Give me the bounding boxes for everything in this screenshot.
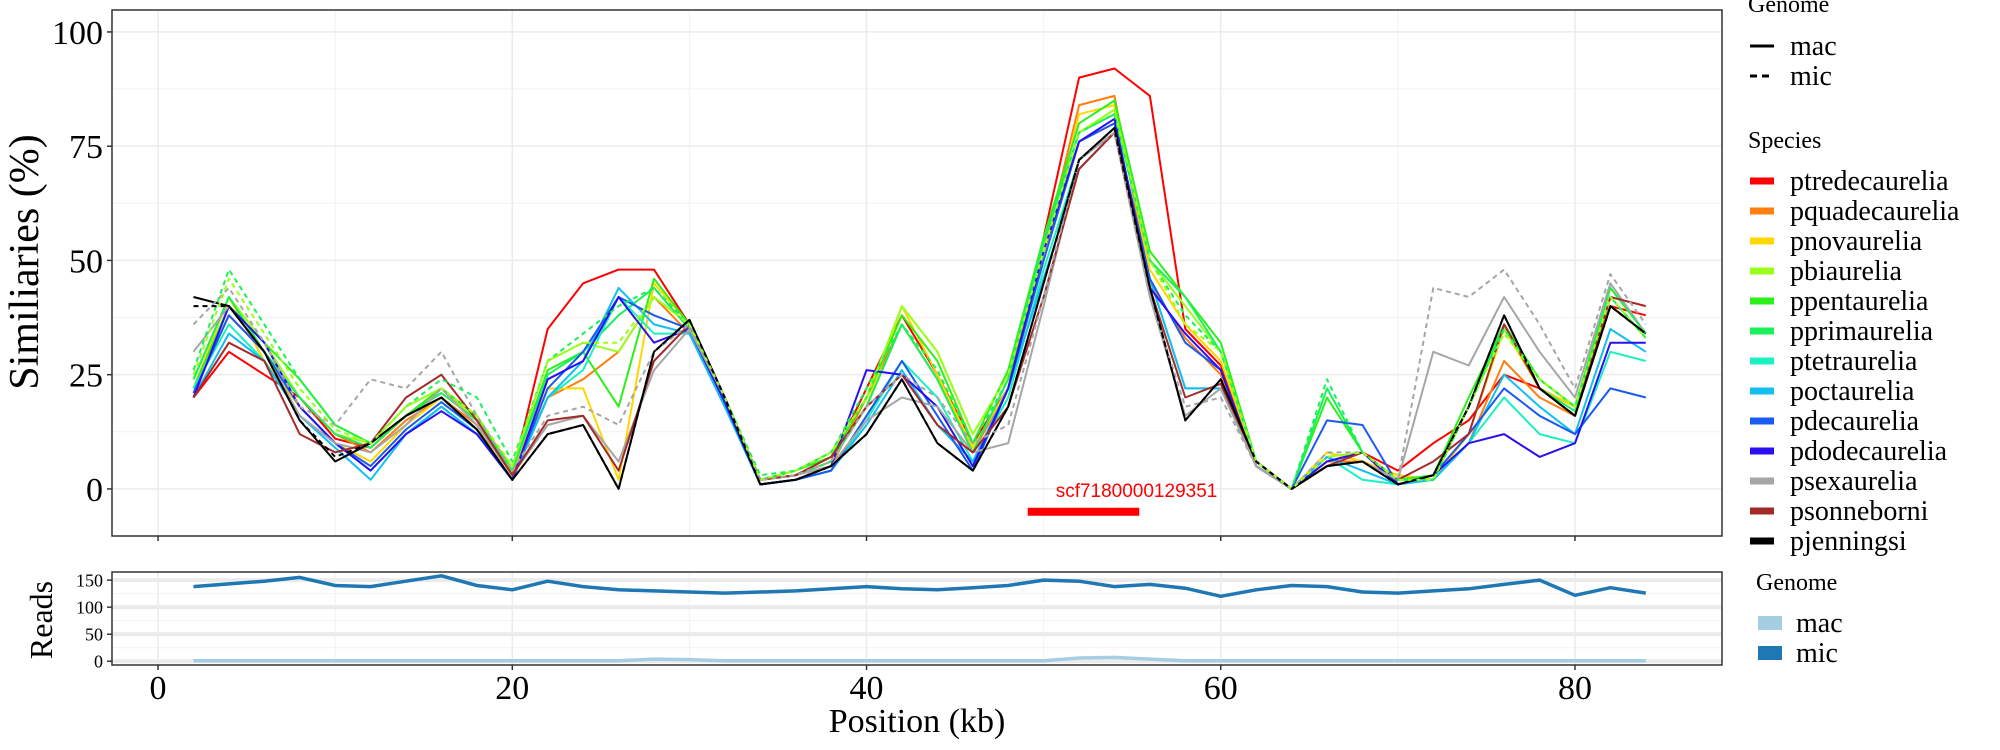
reads-panel: 0 50 100 150 0 20 40 60 80 — [76, 570, 1723, 707]
x-tick-label: 0 — [150, 670, 167, 707]
legend-label-psexaurelia: psexaurelia — [1790, 466, 1918, 497]
series-line-psexaurelia-mac — [192, 131, 1647, 490]
legend-label-psonneborni: psonneborni — [1790, 496, 1929, 527]
x-tick-label: 60 — [1204, 670, 1238, 707]
legend-label-ptredecaurelia: ptredecaurelia — [1790, 166, 1949, 197]
legend-label-pdecaurelia: pdecaurelia — [1790, 406, 1920, 437]
legend-label-pprimaurelia: pprimaurelia — [1790, 316, 1934, 347]
legend-reads-key-mic — [1758, 646, 1782, 660]
x-tick-label: 40 — [850, 670, 884, 707]
y-tick-label: 100 — [76, 597, 103, 617]
legend-label-pjenningsi: pjenningsi — [1790, 526, 1907, 557]
y-axis-label-reads: Reads — [23, 581, 59, 659]
plot-background — [112, 10, 1722, 536]
scaffold-annotation-label: scf7180000129351 — [1056, 481, 1218, 502]
legend-label-mac: mac — [1790, 31, 1837, 62]
x-axis-label: Position (kb) — [829, 703, 1006, 740]
y-tick-label: 100 — [52, 15, 103, 52]
series-line-pjenningsi-mic — [193, 126, 1647, 490]
legend-genome-title: Genome — [1748, 0, 1829, 18]
similarity-panel: 0 25 50 75 100 scf7180000129351 — [52, 9, 1723, 541]
series-line-psonneborni-mac — [192, 131, 1647, 490]
series-line-pbiaurelia-mic — [192, 108, 1647, 490]
x-tick-label: 20 — [495, 670, 529, 707]
legend-label-pdodecaurelia: pdodecaurelia — [1790, 436, 1948, 467]
legend-label-pquadecaurelia: pquadecaurelia — [1790, 196, 1960, 227]
legend-reads-label-mac: mac — [1796, 608, 1843, 639]
legend-reads-key-mac — [1758, 616, 1782, 630]
y-tick-label: 75 — [69, 129, 103, 166]
y-tick-label: 150 — [76, 570, 103, 590]
x-tick-label: 80 — [1558, 670, 1592, 707]
legend-reads-label-mic: mic — [1796, 638, 1838, 669]
legend-label-pbiaurelia: pbiaurelia — [1790, 256, 1903, 287]
legend-species-title: Species — [1748, 128, 1821, 154]
legends: GenomemacmicSpeciesptredecaureliapquadec… — [1748, 0, 1960, 669]
y-tick-label: 50 — [85, 624, 103, 644]
legend-label-mic: mic — [1790, 61, 1832, 92]
legend-label-pnovaurelia: pnovaurelia — [1790, 226, 1923, 257]
legend-label-poctaurelia: poctaurelia — [1790, 376, 1915, 407]
plot-border — [111, 571, 1723, 666]
legend-label-ptetraurelia: ptetraurelia — [1790, 346, 1918, 377]
y-tick-label: 0 — [94, 652, 103, 672]
y-axis-label-similarity: Similiaries (%) — [2, 134, 48, 389]
legend-reads-genome-title: Genome — [1756, 570, 1837, 596]
series-line-mac — [193, 655, 1646, 663]
plot-border — [111, 9, 1723, 537]
series-line-psexaurelia-mic — [192, 131, 1647, 490]
y-tick-label: 0 — [86, 472, 103, 509]
y-tick-label: 25 — [69, 358, 103, 395]
series-line-mic — [193, 574, 1647, 599]
legend-label-ppentaurelia: ppentaurelia — [1790, 286, 1929, 317]
y-tick-label: 50 — [69, 243, 103, 280]
